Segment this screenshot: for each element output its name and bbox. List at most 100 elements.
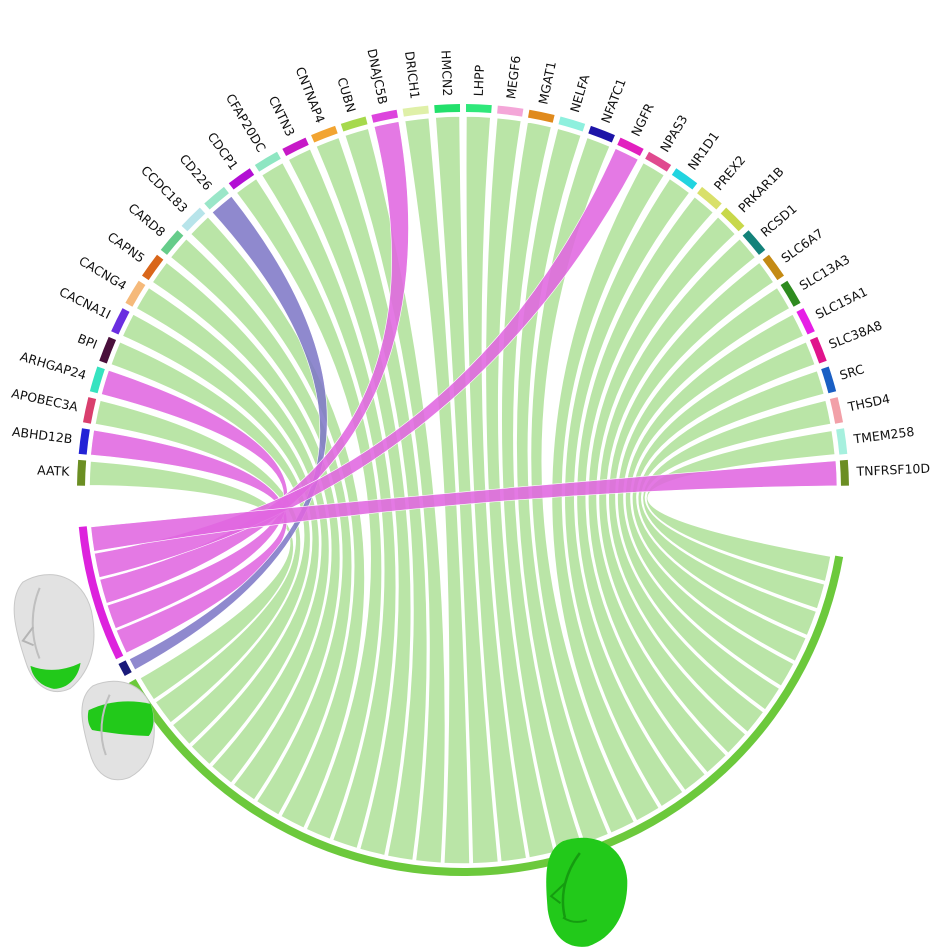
ribbon-cd226 — [129, 195, 328, 671]
ribbon-slc6a7 — [607, 260, 776, 734]
gene-label-cacna1i: CACNA1I — [57, 284, 113, 322]
gene-label-src: SRC — [838, 361, 866, 383]
ribbon-cntnap4 — [314, 136, 429, 862]
gene-label-arhgap24: ARHGAP24 — [18, 349, 88, 383]
face-whole-icon-mouth — [562, 916, 588, 923]
gene-arc-cfap20dc — [254, 151, 281, 172]
face-whole-icon-head — [546, 837, 628, 947]
gene-arc-nfatc1 — [588, 125, 615, 143]
face-whole-icon-shade — [561, 852, 581, 919]
gene-arc-cntnap4 — [311, 125, 338, 143]
gene-arc-capn5 — [141, 254, 164, 281]
gene-arc-src — [821, 366, 837, 394]
gene-label-tmem258: TMEM258 — [852, 424, 915, 447]
gene-label-slc15a1: SLC15A1 — [813, 284, 870, 322]
ribbon-nr1d1 — [563, 177, 692, 809]
ribbon-arhgap24 — [101, 369, 288, 629]
gene-arc-ccdc183 — [181, 207, 206, 232]
gene-label-card8: CARD8 — [125, 200, 168, 240]
gene-arc-tnfrsf10d — [839, 459, 849, 486]
gene-label-prkar1b: PRKAR1B — [735, 164, 787, 216]
gene-label-capn5: CAPN5 — [105, 229, 148, 266]
gene-arc-nelfa — [558, 116, 586, 132]
gene-label-cntnap4: CNTNAP4 — [293, 65, 328, 126]
gene-arc-abhd12b — [78, 428, 90, 455]
gene-arc-thsd4 — [829, 397, 844, 424]
ribbon-dnajc5b — [99, 121, 409, 604]
gene-label-slc38a8: SLC38A8 — [827, 317, 885, 351]
gene-label-abhd12b: ABHD12B — [11, 424, 73, 447]
gene-arc-dnajc5b — [371, 109, 398, 123]
ribbon-npas3 — [550, 161, 666, 823]
ribbon-slc13a3 — [616, 286, 792, 712]
ribbon-bpi — [109, 340, 312, 746]
gene-label-ngfr: NGFR — [628, 100, 657, 138]
face-eyes-icon-shade — [100, 694, 111, 756]
gene-arc-mgat1 — [528, 109, 555, 123]
ribbon-slc38a8 — [631, 340, 817, 663]
gene-arc-arhgap24 — [89, 366, 105, 394]
group-arc-chin — [78, 526, 124, 660]
gene-arc-cubn — [340, 116, 368, 132]
gene-label-thsd4: THSD4 — [846, 391, 892, 415]
ribbon-lhpp — [464, 115, 528, 863]
ribbon-prkar1b — [587, 215, 737, 775]
gene-arc-cd226 — [204, 186, 229, 210]
gene-label-nelfa: NELFA — [567, 72, 593, 114]
gene-arc-prex2 — [697, 186, 722, 210]
ribbon-rcsd1 — [597, 237, 757, 755]
ribbon-src — [636, 369, 826, 637]
ribbon-slc15a1 — [624, 312, 805, 688]
gene-label-slc6a7: SLC6A7 — [778, 225, 826, 265]
ribbon-abhd12b — [90, 429, 287, 654]
ribbon-prex2 — [575, 195, 715, 793]
ribbon-cntn3 — [286, 147, 413, 857]
gene-label-aatk: AATK — [37, 462, 71, 478]
gene-label-tnfrsf10d: TNFRSF10D — [855, 461, 930, 479]
gene-label-lhpp: LHPP — [471, 64, 487, 96]
gene-arc-slc6a7 — [762, 254, 785, 281]
gene-label-cacng4: CACNG4 — [76, 253, 129, 293]
gene-label-cubn: CUBN — [334, 76, 359, 115]
gene-label-prex2: PREX2 — [711, 152, 749, 193]
face-chin-icon-region — [30, 662, 81, 689]
ribbon-cfap20dc — [260, 161, 398, 850]
gene-arc-npas3 — [645, 151, 672, 172]
gene-label-npas3: NPAS3 — [657, 112, 691, 155]
gene-label-nr1d1: NR1D1 — [685, 129, 722, 173]
ribbon-tnfrsf10d — [90, 460, 838, 552]
face-chin-icon — [13, 574, 95, 692]
gene-label-cd226: CD226 — [177, 151, 216, 193]
gene-label-drich1: DRICH1 — [402, 50, 423, 100]
ribbon-ngfr — [94, 148, 639, 578]
gene-label-ccdc183: CCDC183 — [138, 163, 191, 216]
gene-arc-bpi — [99, 336, 117, 364]
gene-arc-lhpp — [465, 104, 492, 114]
gene-arc-tmem258 — [836, 428, 848, 455]
ribbon-drich1 — [403, 116, 471, 865]
face-chin-icon-nose — [21, 626, 35, 647]
ribbon-cdcp1 — [234, 177, 383, 841]
gene-label-megf6: MEGF6 — [503, 55, 523, 100]
gene-arc-cacna1i — [111, 308, 130, 335]
gene-label-dnajc5b: DNAJC5B — [364, 47, 390, 105]
gene-label-mgat1: MGAT1 — [535, 60, 559, 106]
gene-arc-slc13a3 — [780, 280, 801, 307]
gene-arc-cdcp1 — [228, 168, 255, 190]
gene-arc-rcsd1 — [742, 230, 766, 255]
face-chin-icon-shade — [31, 587, 41, 659]
gene-arc-card8 — [160, 230, 184, 255]
group-arc-eyes — [118, 660, 132, 676]
ribbon-capn5 — [150, 260, 342, 802]
ribbon-cacng4 — [134, 286, 331, 785]
gene-label-hmcn2: HMCN2 — [438, 50, 455, 97]
gene-arc-cacng4 — [125, 280, 146, 307]
gene-arc-slc38a8 — [809, 336, 827, 364]
gene-arc-prkar1b — [720, 207, 745, 232]
gene-label-apobec3a: APOBEC3A — [10, 386, 80, 415]
ribbon-hmcn2 — [434, 115, 500, 865]
gene-arc-slc15a1 — [796, 308, 815, 335]
gene-label-cntn3: CNTN3 — [266, 93, 298, 138]
gene-label-cfap20dc: CFAP20DC — [223, 91, 269, 155]
